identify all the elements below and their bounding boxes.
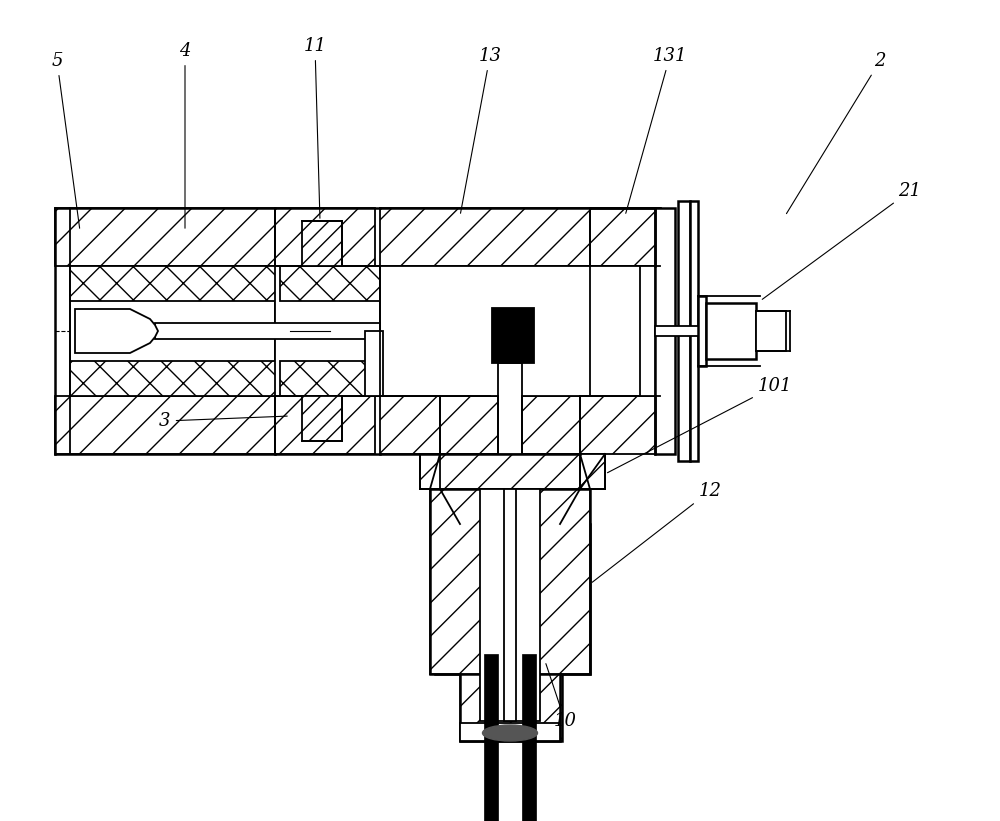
Text: 13: 13 [461,47,502,213]
Bar [590,266,660,396]
Text: 2: 2 [786,52,886,213]
Bar [698,296,706,366]
Bar [504,489,516,721]
Text: 11: 11 [304,37,326,218]
Bar [70,361,280,396]
Polygon shape [580,454,605,489]
Bar [155,323,380,339]
Bar [590,208,660,266]
Bar [380,208,660,266]
Bar [365,331,383,396]
Ellipse shape [482,725,538,741]
Bar [678,201,690,461]
Bar [655,326,775,336]
Bar [655,208,675,454]
Text: 5: 5 [51,52,80,228]
Bar [706,303,756,359]
Bar [690,201,698,461]
Bar [522,654,536,821]
Text: 12: 12 [592,482,722,582]
Bar [275,396,375,454]
Bar [420,454,605,489]
Bar [440,396,580,454]
Bar [435,524,590,674]
Bar [498,363,522,454]
Bar [280,361,380,396]
Bar [460,723,560,741]
Bar [55,396,275,454]
Bar [275,208,375,266]
Text: 4: 4 [179,42,191,228]
Bar [430,489,590,674]
Text: 101: 101 [607,377,792,473]
Bar [480,489,540,721]
Text: 3: 3 [159,412,287,430]
Bar [380,266,660,396]
Bar [460,674,560,741]
Polygon shape [75,309,158,353]
Text: 131: 131 [626,47,687,213]
Bar [484,654,498,821]
Bar [460,524,562,741]
Text: 10: 10 [546,663,576,730]
Text: 21: 21 [762,182,922,300]
Bar [280,266,380,301]
Bar [70,266,280,301]
Bar [55,208,275,266]
Bar [640,266,655,396]
Bar [380,396,660,454]
Bar [756,311,786,351]
Bar [492,308,534,363]
Bar [302,221,342,266]
Bar [70,266,275,396]
Bar [302,396,342,441]
Bar [275,266,380,396]
